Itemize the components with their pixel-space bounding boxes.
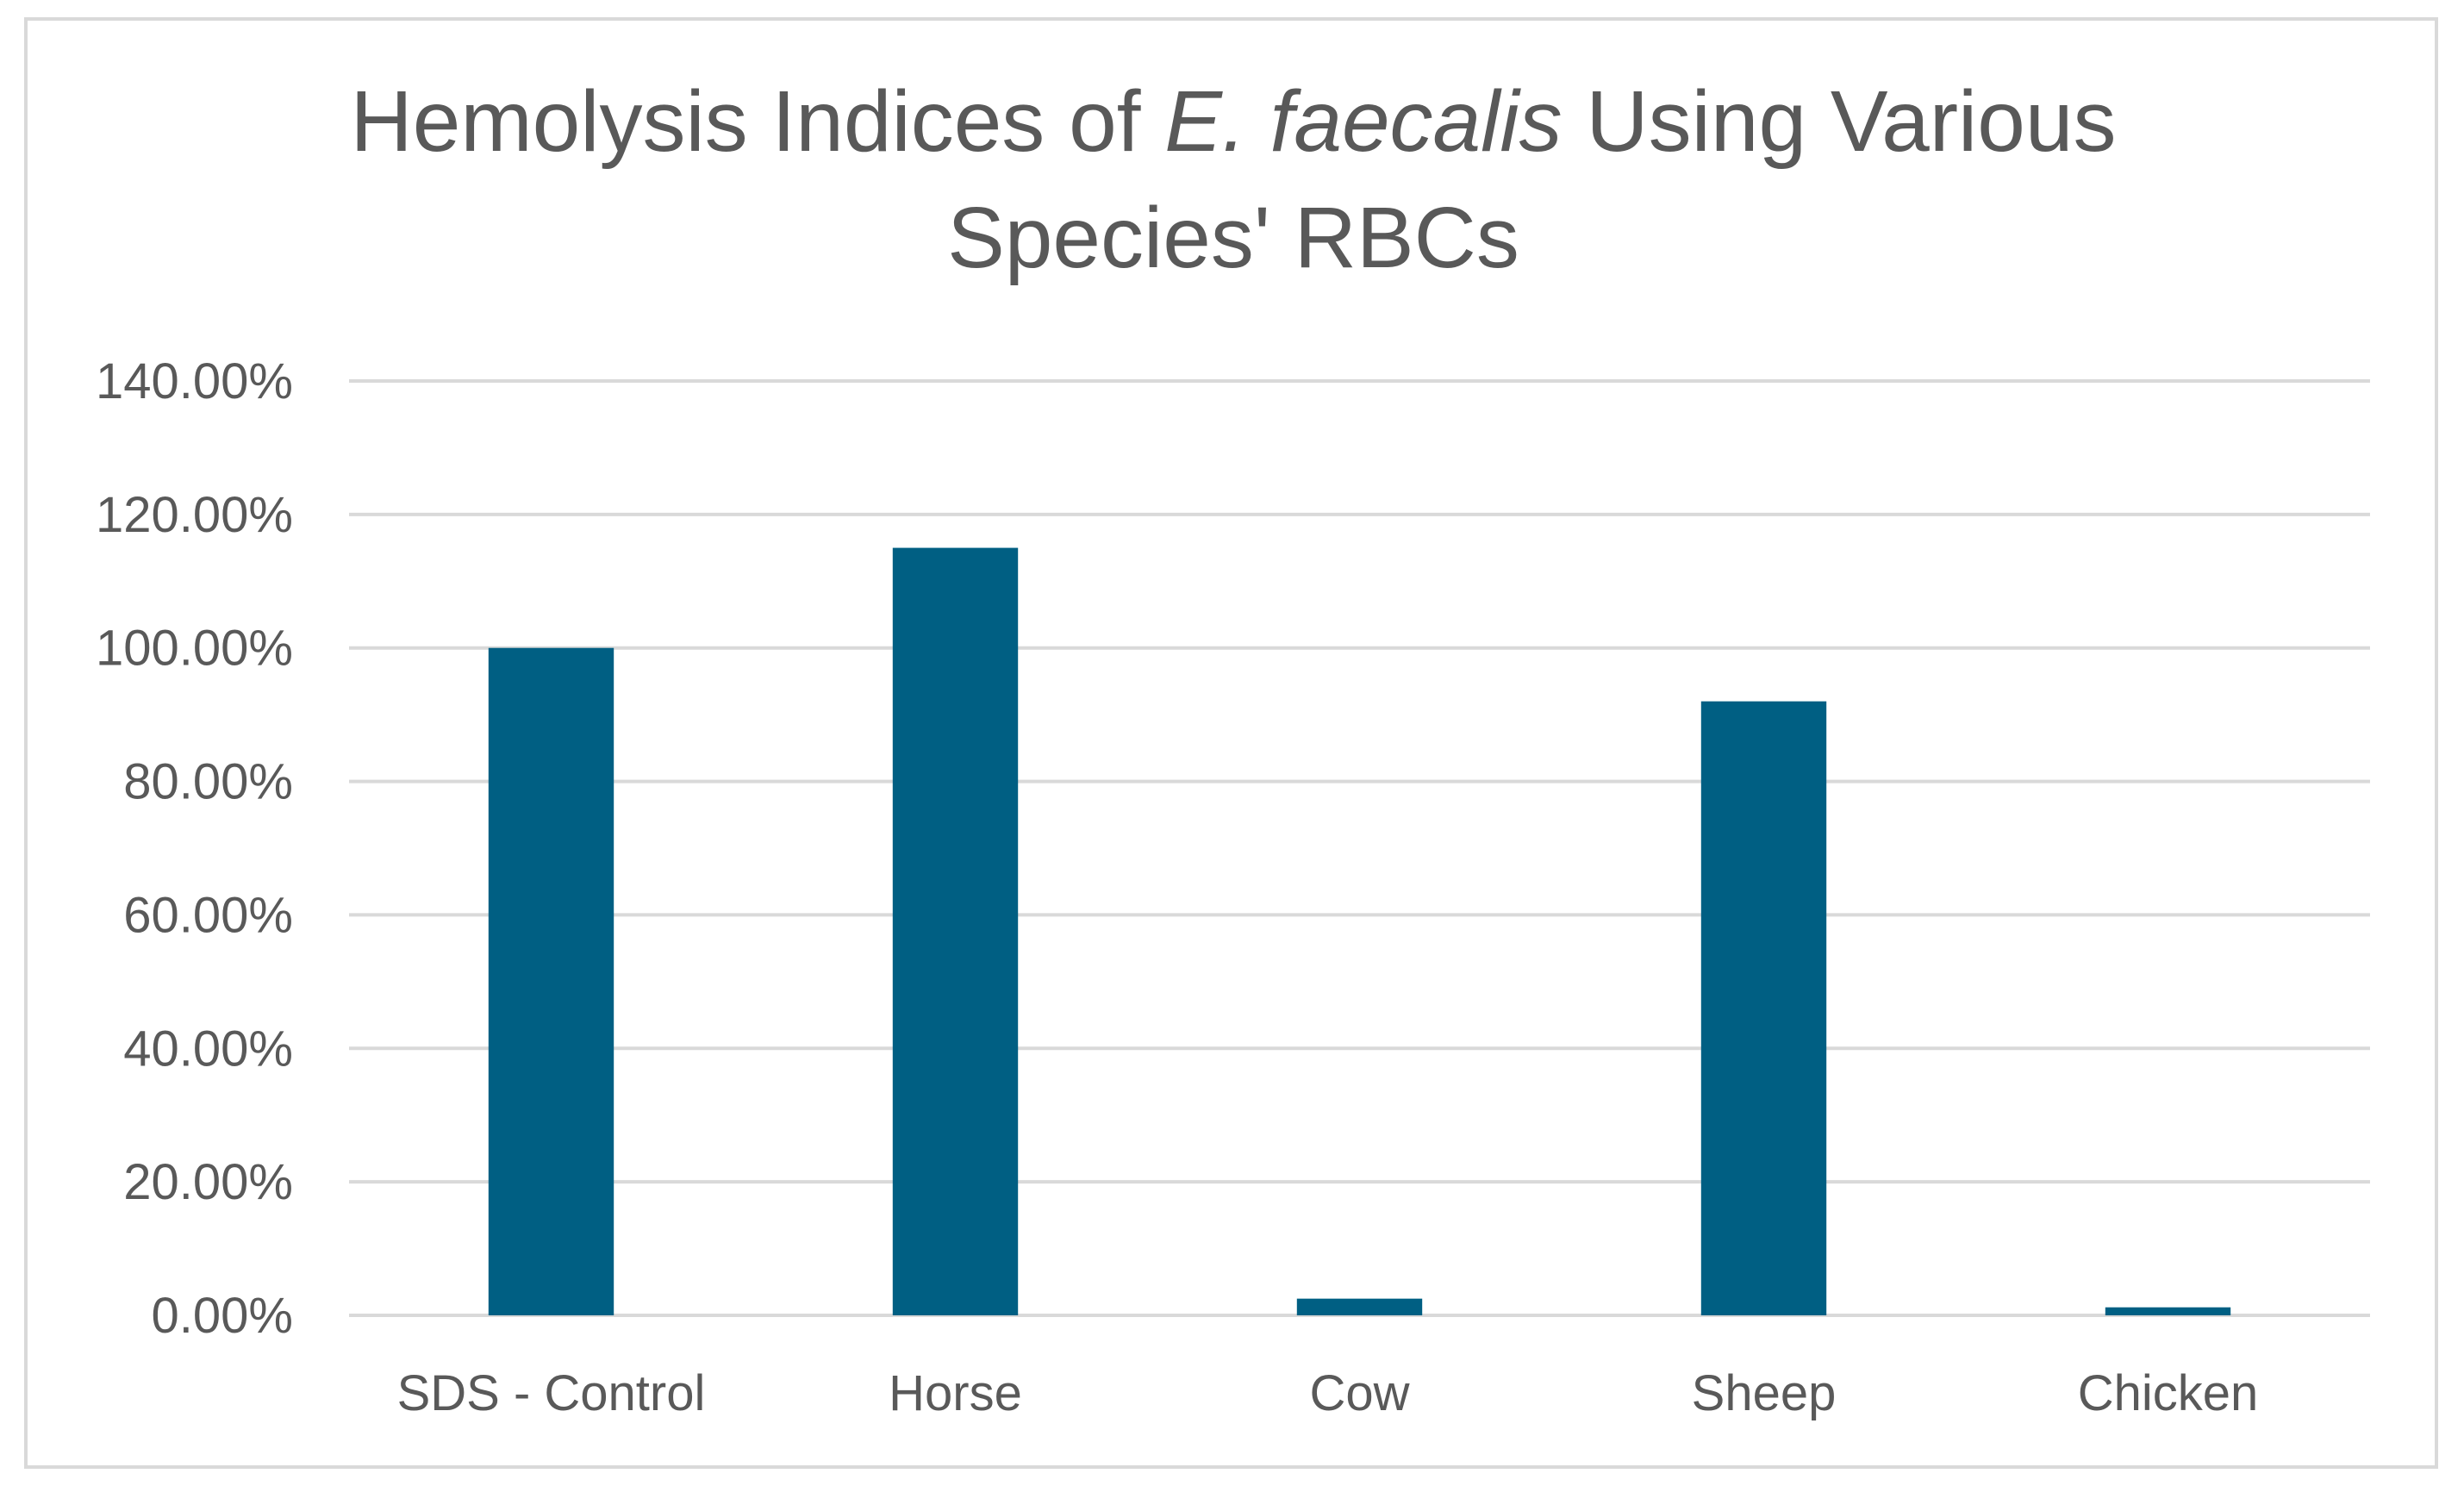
y-tick-label: 40.00% [123, 1021, 293, 1077]
bar-sheep [1700, 701, 1827, 1315]
y-tick-label: 100.00% [96, 621, 293, 677]
y-tick-label: 80.00% [123, 754, 293, 810]
chart-title-italic: E. faecalis [1164, 73, 1562, 170]
bar-sds-control [488, 647, 614, 1315]
bar-horse [892, 547, 1019, 1315]
y-tick-label: 120.00% [96, 487, 293, 543]
x-tick-label: Chicken [2078, 1365, 2259, 1421]
x-tick-label: Horse [889, 1365, 1022, 1421]
bar-cow [1296, 1298, 1423, 1315]
gridlines [349, 379, 2370, 1317]
x-tick-label: SDS - Control [397, 1365, 706, 1421]
x-tick-label: Cow [1309, 1365, 1410, 1421]
bars [488, 547, 2231, 1315]
y-tick-label: 0.00% [152, 1288, 293, 1344]
chart-title-part-2: Using Various [1563, 73, 2117, 170]
x-axis-ticks: SDS - Control Horse Cow Sheep Chicken [397, 1365, 2259, 1421]
y-tick-label: 20.00% [123, 1154, 293, 1210]
chart-title-part-1: Hemolysis Indices of [351, 73, 1165, 170]
y-axis-ticks: 0.00% 20.00% 40.00% 60.00% 80.00% 100.00% 120.… [96, 353, 293, 1344]
y-tick-label: 140.00% [96, 353, 293, 409]
y-tick-label: 60.00% [123, 887, 293, 943]
chart-title-line-1: Hemolysis Indices of E. faecalis Using V… [351, 73, 2117, 170]
chart-area [24, 17, 2438, 1469]
bar-chicken [2105, 1307, 2231, 1315]
chart-title-line-2: Species' RBCs [947, 190, 1519, 286]
x-tick-label: Sheep [1692, 1365, 1837, 1421]
